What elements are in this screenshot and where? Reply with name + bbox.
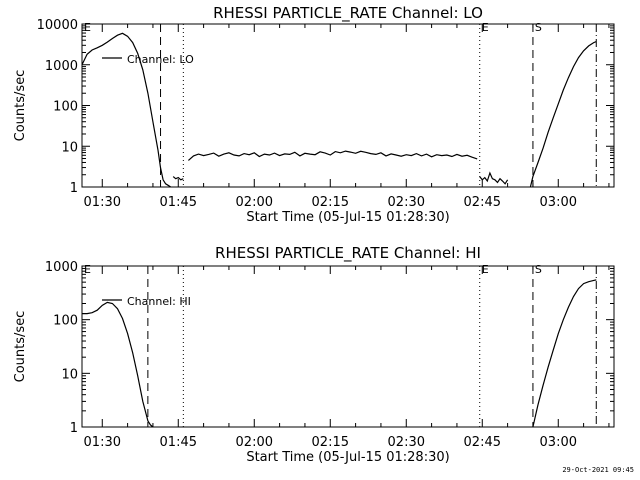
data-series-line [479,171,509,185]
y-tick-label: 10 [61,367,78,382]
x-tick-label: 02:45 [464,435,501,450]
legend-label: Channel: HI [127,295,191,308]
x-tick-label: 02:15 [312,435,349,450]
x-tick-label: 02:45 [464,195,501,210]
x-tick-label: 02:15 [312,195,349,210]
x-tick-label: 01:30 [84,435,121,450]
y-tick-label: 10000 [37,18,78,33]
y-axis-label: Counts/sec [13,70,28,142]
data-series-line [532,279,597,428]
lo-channel-panel: RHESSI PARTICLE_RATE Channel: LO 1 10 100 10… [13,4,615,225]
data-series-line [529,41,597,188]
y-tick-label: 1000 [45,59,78,74]
event-marker-label: E [84,263,91,276]
chart-title: RHESSI PARTICLE_RATE Channel: HI [215,244,481,263]
y-tick-label: 1 [70,421,78,436]
x-tick-label: 03:00 [540,195,577,210]
chart-title: RHESSI PARTICLE_RATE Channel: LO [213,4,483,23]
x-tick-label: 02:00 [236,435,273,450]
event-marker-label: E [482,263,489,276]
x-tick-label: 02:30 [388,435,425,450]
event-marker-label: E [482,21,489,34]
y-tick-label: 100 [53,100,78,115]
data-series-line [172,176,184,181]
y-axis-label: Counts/sec [13,311,28,383]
x-tick-label: 02:00 [236,195,273,210]
x-tick-label: 01:45 [160,435,197,450]
x-tick-label: 01:30 [84,195,121,210]
y-tick-label: 10 [61,140,78,155]
data-series-line [82,301,154,428]
legend-label: Channel: LO [127,53,194,66]
x-tick-label: 01:45 [160,195,197,210]
footer-timestamp: 29-Oct-2021 09:45 [562,466,634,474]
event-marker-label: S [535,263,542,276]
y-tick-label: 100 [53,314,78,329]
x-tick-label: 03:00 [540,435,577,450]
event-marker-label: E [84,21,91,34]
x-tick-label: 02:30 [388,195,425,210]
plot-frame [81,23,615,188]
x-axis-label: Start Time (05-Jul-15 01:28:30) [246,450,449,465]
hi-channel-panel: RHESSI PARTICLE_RATE Channel: HI 1 10 100 10… [13,244,615,465]
event-marker-label: S [535,21,542,34]
data-series-line [188,150,478,161]
y-tick-label: 1000 [45,260,78,275]
x-axis-label: Start Time (05-Jul-15 01:28:30) [246,210,449,225]
data-series-line [81,32,172,188]
plot-frame [81,265,615,428]
y-tick-label: 1 [70,181,78,196]
